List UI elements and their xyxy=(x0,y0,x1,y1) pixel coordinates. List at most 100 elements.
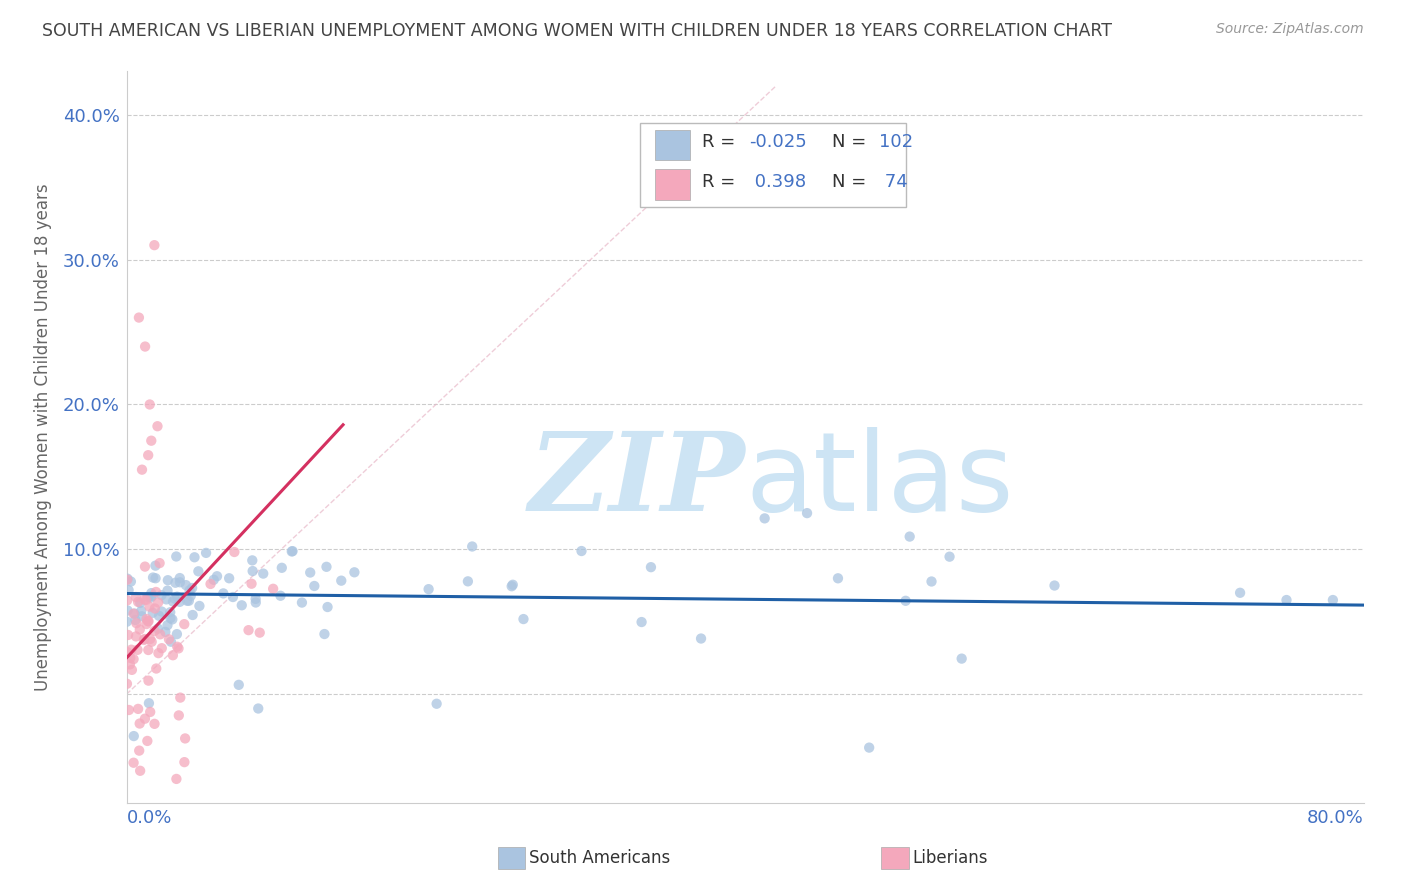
Point xyxy=(142,606,165,620)
Text: 0.398: 0.398 xyxy=(749,173,806,191)
Point xyxy=(269,589,291,603)
Point xyxy=(124,607,146,621)
Point xyxy=(200,577,222,591)
Bar xyxy=(655,169,689,200)
Point xyxy=(173,617,195,632)
Point xyxy=(125,616,148,631)
Point xyxy=(131,609,153,624)
Point xyxy=(156,583,179,598)
Point xyxy=(134,559,156,574)
Point xyxy=(117,603,139,617)
Point xyxy=(117,645,139,659)
Point xyxy=(146,622,169,636)
Point xyxy=(249,625,271,640)
Point xyxy=(894,594,917,608)
Point xyxy=(121,663,143,677)
Text: 74: 74 xyxy=(879,173,907,191)
Point xyxy=(252,566,274,581)
Point xyxy=(134,632,156,646)
Point xyxy=(165,549,187,564)
Point xyxy=(242,564,264,578)
Point xyxy=(149,556,172,570)
Point xyxy=(169,595,191,609)
Point xyxy=(205,569,228,583)
Point xyxy=(330,574,353,588)
Point xyxy=(138,673,160,688)
Point xyxy=(165,575,187,590)
Point xyxy=(138,614,160,628)
Text: 80.0%: 80.0% xyxy=(1308,808,1364,827)
Point xyxy=(118,703,141,717)
Point xyxy=(120,642,142,657)
Bar xyxy=(882,847,908,869)
Point xyxy=(188,599,211,613)
Point xyxy=(222,590,245,604)
Point xyxy=(139,705,162,719)
Point xyxy=(155,624,177,639)
Point xyxy=(315,559,337,574)
Point xyxy=(145,661,167,675)
Point xyxy=(512,612,534,626)
Point xyxy=(304,579,326,593)
Point xyxy=(640,560,662,574)
Point xyxy=(156,618,179,632)
Point xyxy=(155,592,177,607)
Point xyxy=(143,624,166,638)
Point xyxy=(146,419,169,434)
Point xyxy=(128,310,150,325)
Point xyxy=(127,595,149,609)
Point xyxy=(122,756,145,770)
Point xyxy=(163,591,186,606)
Text: Liberians: Liberians xyxy=(912,848,987,867)
Point xyxy=(174,578,197,592)
Point xyxy=(827,571,849,585)
Point xyxy=(118,657,141,672)
Point xyxy=(181,581,204,595)
FancyBboxPatch shape xyxy=(640,122,905,207)
Point xyxy=(128,623,150,637)
Point xyxy=(115,593,138,607)
Point xyxy=(117,573,139,587)
Y-axis label: Unemployment Among Women with Children Under 18 years: Unemployment Among Women with Children U… xyxy=(34,183,52,691)
Point xyxy=(129,596,152,610)
Point xyxy=(128,744,150,758)
Point xyxy=(159,605,181,619)
Text: South Americans: South Americans xyxy=(529,848,669,867)
Point xyxy=(141,589,163,603)
Point xyxy=(141,634,163,648)
Point xyxy=(138,696,160,710)
Point xyxy=(134,712,156,726)
Point xyxy=(316,600,339,615)
Point xyxy=(148,608,170,623)
Text: 0.0%: 0.0% xyxy=(127,808,172,827)
Text: ZIP: ZIP xyxy=(529,427,745,534)
Text: SOUTH AMERICAN VS LIBERIAN UNEMPLOYMENT AMONG WOMEN WITH CHILDREN UNDER 18 YEARS: SOUTH AMERICAN VS LIBERIAN UNEMPLOYMENT … xyxy=(42,22,1112,40)
Point xyxy=(218,571,240,585)
Point xyxy=(139,591,162,605)
Point xyxy=(240,553,263,567)
Point xyxy=(162,648,184,663)
Point xyxy=(501,579,523,593)
Point xyxy=(156,573,179,587)
Point xyxy=(270,561,292,575)
Point xyxy=(135,617,157,632)
Point xyxy=(117,628,139,642)
Bar xyxy=(655,129,689,161)
Point xyxy=(166,590,188,604)
Point xyxy=(115,677,138,691)
Point xyxy=(162,594,184,608)
Point xyxy=(157,632,180,647)
Point xyxy=(117,572,139,586)
Text: Source: ZipAtlas.com: Source: ZipAtlas.com xyxy=(1216,22,1364,37)
Point xyxy=(240,576,263,591)
Point xyxy=(571,544,593,558)
Point xyxy=(132,632,155,647)
Point xyxy=(127,643,149,657)
Point xyxy=(921,574,943,589)
Point xyxy=(127,702,149,716)
Point xyxy=(418,582,440,596)
Point xyxy=(145,558,167,573)
Point xyxy=(179,583,201,598)
Point xyxy=(143,238,166,252)
Text: N =: N = xyxy=(832,173,872,191)
